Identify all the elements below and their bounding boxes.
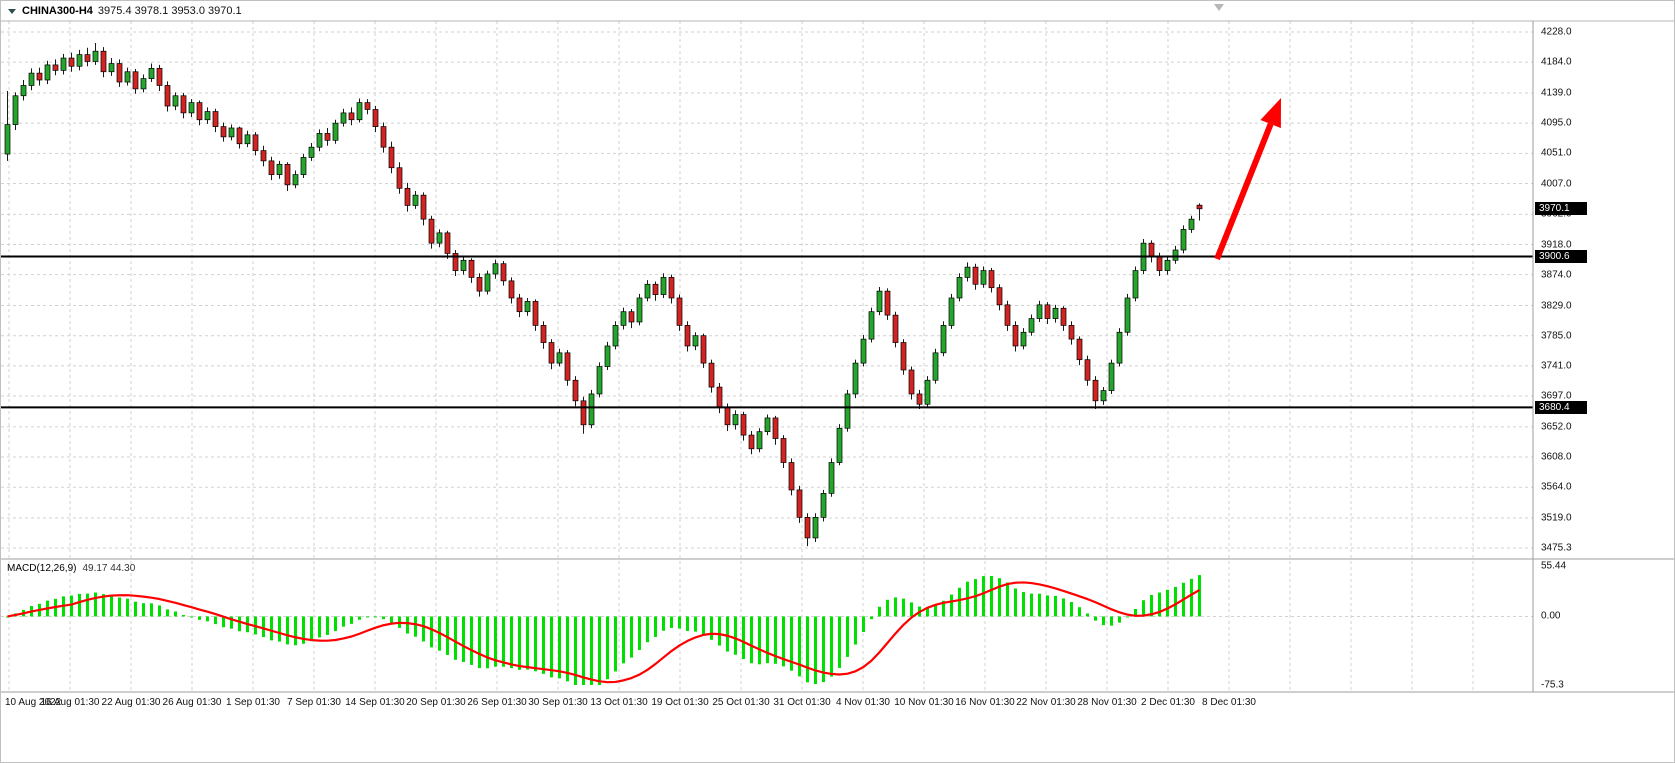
price-axis-label: 3829.0 <box>1541 300 1572 312</box>
ohlc-values: 3975.4 3978.1 3953.0 3970.1 <box>97 5 242 17</box>
price-axis-label: 3918.0 <box>1541 239 1572 250</box>
macd-histogram <box>6 575 1201 685</box>
chart-shift-marker-icon <box>1214 4 1224 11</box>
time-axis-label: 1 Sep 01:30 <box>226 697 280 708</box>
time-axis-label: 7 Sep 01:30 <box>287 697 341 708</box>
price-axis-label: 4184.0 <box>1541 56 1572 68</box>
time-axis-label: 22 Nov 01:30 <box>1016 697 1076 708</box>
macd-axis-zero: 0.00 <box>1541 610 1561 622</box>
price-axis-label: 4007.0 <box>1541 178 1572 189</box>
hline-price-badge-upper: 3900.6 <box>1535 249 1587 263</box>
price-axis-label: 4051.0 <box>1541 147 1572 159</box>
price-axis[interactable]: 55.44 0.00 -75.3 3970.1 3900.6 3680.4 42… <box>1534 1 1674 692</box>
time-axis-label: 13 Oct 01:30 <box>590 697 648 708</box>
symbol-dropdown-icon[interactable] <box>7 6 17 16</box>
symbol-title: CHINA300-H4 <box>22 5 93 17</box>
price-axis-label: 3785.0 <box>1541 330 1572 342</box>
time-axis-label: 2 Dec 01:30 <box>1141 697 1195 708</box>
macd-axis-max: 55.44 <box>1541 560 1567 572</box>
price-axis-label: 3608.0 <box>1541 451 1572 463</box>
price-axis-label: 4095.0 <box>1541 117 1572 129</box>
indicator-values: 49.17 44.30 <box>82 563 136 574</box>
time-axis-label: 16 Aug 01:30 <box>40 697 100 708</box>
price-axis-label: 4228.0 <box>1541 26 1572 38</box>
macd-axis-min: -75.3 <box>1541 679 1564 691</box>
grid-layer <box>1 21 1533 692</box>
time-axis-label: 4 Nov 01:30 <box>836 697 890 708</box>
time-axis-label: 25 Oct 01:30 <box>712 697 770 708</box>
time-axis-label: 14 Sep 01:30 <box>345 697 405 708</box>
hline-price-badge-lower: 3680.4 <box>1535 400 1587 414</box>
time-axis[interactable]: 10 Aug 2022 16 Aug 01:30 22 Aug 01:30 26 Au… <box>1 695 1674 715</box>
time-axis-label: 10 Nov 01:30 <box>894 697 954 708</box>
time-axis-label: 22 Aug 01:30 <box>101 697 161 708</box>
indicator-label: MACD(12,26,9) 49.17 44.30 <box>7 563 135 574</box>
time-axis-label: 30 Sep 01:30 <box>528 697 588 708</box>
indicator-name: MACD(12,26,9) <box>7 563 77 574</box>
price-axis-label: 3874.0 <box>1541 269 1572 281</box>
time-axis-label: 26 Aug 01:30 <box>162 697 222 708</box>
macd-signal-line <box>7 581 1201 684</box>
price-axis-label: 3475.3 <box>1541 542 1572 554</box>
chart-header: CHINA300-H4 3975.4 3978.1 3953.0 3970.1 <box>7 5 242 17</box>
time-axis-label: 26 Sep 01:30 <box>467 697 527 708</box>
price-axis-label: 3564.0 <box>1541 481 1572 493</box>
time-axis-label: 10 Aug 2022 <box>5 697 62 708</box>
current-price-badge: 3970.1 <box>1535 202 1587 216</box>
price-axis-label: 3697.0 <box>1541 390 1572 402</box>
price-axis-label: 3741.0 <box>1541 360 1572 372</box>
time-axis-label: 20 Sep 01:30 <box>406 697 466 708</box>
time-axis-label: 31 Oct 01:30 <box>773 697 831 708</box>
time-axis-label: 8 Dec 01:30 <box>1202 697 1256 708</box>
time-axis-label: 19 Oct 01:30 <box>651 697 709 708</box>
time-axis-label: 16 Nov 01:30 <box>955 697 1015 708</box>
candles-layer <box>4 42 1203 547</box>
price-axis-label: 4139.0 <box>1541 87 1572 99</box>
trend-arrow[interactable] <box>1214 98 1281 261</box>
time-axis-label: 28 Nov 01:30 <box>1077 697 1137 708</box>
price-axis-label: 3519.0 <box>1541 512 1572 524</box>
price-axis-label: 3652.0 <box>1541 421 1572 433</box>
